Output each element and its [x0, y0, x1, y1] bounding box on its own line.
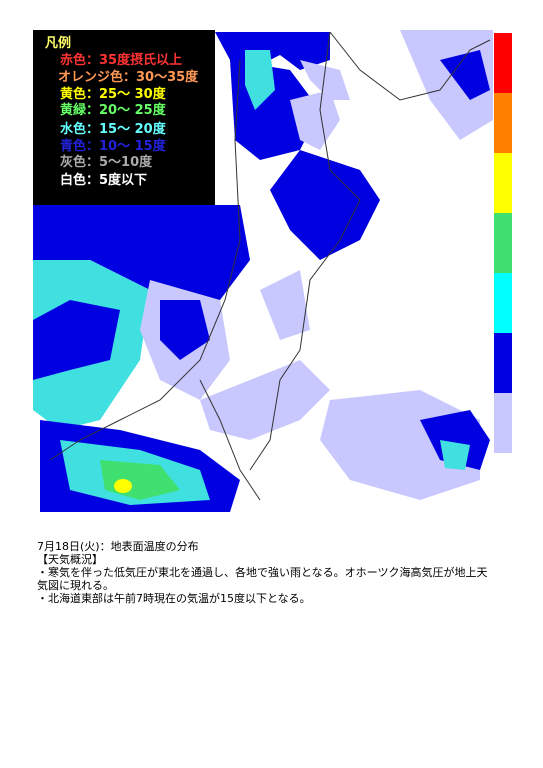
- caption: 7月18日(火)：地表面温度の分布 【天気概況】 ・寒気を伴った低気圧が東北を通…: [37, 540, 497, 605]
- caption-heading: 【天気概況】: [37, 553, 103, 566]
- color-bar-segment: [494, 213, 512, 273]
- legend-item: 黄色：25～ 30度: [60, 86, 167, 102]
- legend-title: 凡例: [45, 35, 71, 51]
- legend-item: 灰色：5～10度: [60, 154, 153, 170]
- color-bar-segment: [494, 393, 512, 453]
- legend-box: [33, 30, 215, 205]
- legend-item: 水色：15～ 20度: [60, 121, 167, 137]
- color-bar-segment: [494, 33, 512, 93]
- temperature-field: [33, 30, 493, 512]
- color-bar-segment: [494, 333, 512, 393]
- color-bar-segment: [494, 153, 512, 213]
- color-bar-segment: [494, 273, 512, 333]
- legend-item: 黄緑：20～ 25度: [60, 102, 167, 118]
- legend-item: 白色：5度以下: [60, 172, 147, 188]
- color-bar-segment: [494, 93, 512, 153]
- coastline: [49, 31, 491, 501]
- caption-date: 7月18日(火)：地表面温度の分布: [37, 540, 199, 553]
- legend-item: 青色：10～ 15度: [60, 138, 167, 154]
- legend-item: 赤色：35度摂氏以上: [60, 52, 182, 68]
- caption-line: ・寒気を伴った低気圧が東北を通過し、各地で強い雨となる。オホーツク海高気圧が地上…: [37, 566, 488, 592]
- color-bar: [494, 33, 512, 453]
- caption-line: ・北海道東部は午前7時現在の気温が15度以下となる。: [37, 592, 311, 605]
- legend-item: オレンジ色：30～35度: [58, 69, 199, 85]
